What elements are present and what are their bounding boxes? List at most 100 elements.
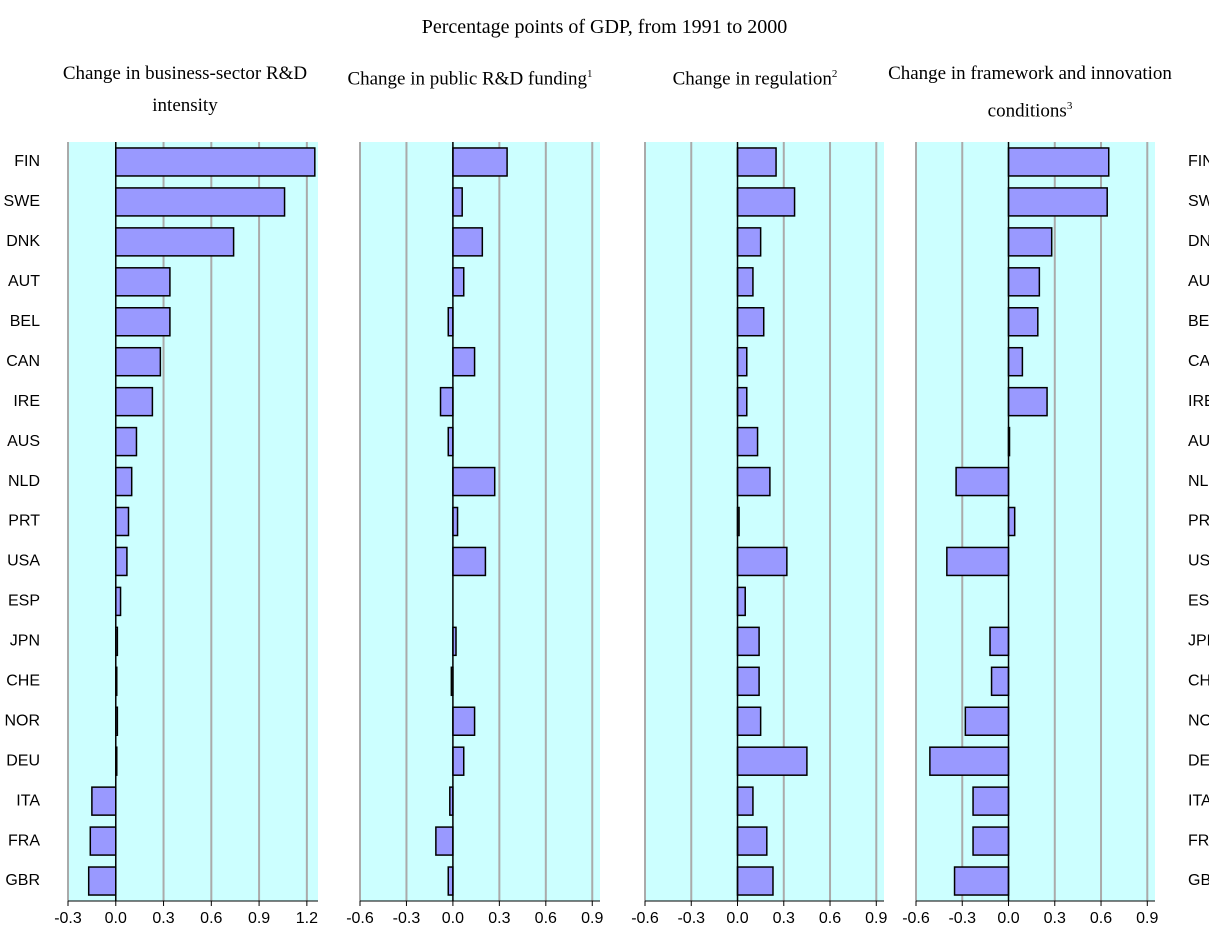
category-label: SWE — [1188, 193, 1209, 210]
bar — [736, 267, 754, 297]
bar — [1007, 307, 1039, 337]
category-label: GBR — [1188, 872, 1209, 889]
category-label: ESP — [1188, 593, 1209, 610]
category-label: CAN — [6, 353, 40, 370]
footnote-mark: 1 — [587, 68, 593, 80]
category-label: NOR — [1188, 712, 1209, 729]
category-label: AUT — [8, 273, 40, 290]
category-label: FIN — [14, 153, 40, 170]
panel-title-text: Change in framework and innovation condi… — [888, 63, 1172, 122]
panel-title: Change in business-sector R&D intensity — [60, 58, 310, 122]
footnote-mark: 3 — [1066, 100, 1073, 112]
bar — [736, 786, 754, 816]
bar — [955, 466, 1010, 497]
bar — [1007, 227, 1053, 257]
category-label: BEL — [10, 313, 40, 330]
bar — [115, 227, 235, 257]
bar — [736, 706, 762, 736]
bar — [736, 746, 808, 776]
bar — [115, 386, 154, 417]
category-label: PRT — [1188, 513, 1209, 530]
bar — [452, 466, 496, 497]
bar — [115, 147, 316, 177]
bar — [115, 466, 133, 497]
category-label: GBR — [5, 872, 40, 889]
bar — [964, 706, 1010, 736]
bar — [736, 426, 759, 457]
bar — [929, 746, 1010, 776]
category-label: DEU — [6, 752, 40, 769]
bar — [736, 466, 771, 497]
category-label: DNK — [6, 233, 40, 250]
category-label: AUT — [1188, 273, 1209, 290]
category-label: AUS — [1188, 433, 1209, 450]
x-tick-label: -0.6 — [631, 910, 659, 927]
bar — [452, 746, 465, 776]
bar — [736, 346, 748, 377]
bar — [736, 666, 760, 697]
bar — [1007, 267, 1041, 297]
category-label: PRT — [8, 513, 40, 530]
category-label: NOR — [4, 712, 40, 729]
bar — [736, 546, 788, 577]
category-label: ESP — [8, 593, 40, 610]
bar — [452, 267, 465, 297]
bar — [1007, 346, 1024, 377]
panel-title: Change in framework and innovation condi… — [885, 58, 1175, 127]
footnote-mark: 2 — [831, 68, 838, 80]
bar — [972, 826, 1010, 856]
bar — [452, 187, 463, 217]
panel-title: Change in public R&D funding1 — [345, 58, 595, 95]
bar — [953, 866, 1010, 896]
bar — [1007, 147, 1110, 177]
category-label: FIN — [1188, 153, 1209, 170]
category-label: IRE — [13, 393, 40, 410]
x-tick-label: -0.3 — [393, 910, 421, 927]
x-tick-label: 0.9 — [581, 910, 603, 927]
category-label: CHE — [6, 673, 40, 690]
category-label: USA — [1188, 553, 1209, 570]
bar — [452, 546, 487, 577]
x-tick-label: 0.0 — [997, 910, 1019, 927]
bar — [736, 586, 746, 617]
bar — [452, 706, 476, 736]
panel-title: Change in regulation2 — [630, 58, 880, 95]
bar — [990, 666, 1010, 697]
bar — [1007, 187, 1108, 217]
panel-title-text: Change in business-sector R&D intensity — [62, 63, 308, 116]
bar — [452, 147, 508, 177]
category-label: JPN — [1188, 633, 1209, 650]
x-tick-label: 0.9 — [1136, 910, 1158, 927]
bar — [736, 386, 748, 417]
x-tick-label: 0.3 — [152, 910, 174, 927]
bar — [736, 866, 774, 896]
category-label: SWE — [4, 193, 40, 210]
bar — [115, 307, 171, 337]
x-tick-label: 0.0 — [442, 910, 464, 927]
category-label: DEU — [1188, 752, 1209, 769]
category-label: AUS — [7, 433, 40, 450]
category-label: CHE — [1188, 673, 1209, 690]
bar — [115, 267, 171, 297]
x-tick-label: -0.3 — [54, 910, 82, 927]
category-label: CAN — [1188, 353, 1209, 370]
bar — [115, 346, 162, 377]
bar — [115, 546, 128, 577]
x-tick-label: 0.3 — [1044, 910, 1066, 927]
category-label: USA — [7, 553, 40, 570]
x-tick-label: 0.0 — [726, 910, 748, 927]
plot-area — [68, 142, 318, 901]
category-label: NLD — [1188, 473, 1209, 490]
category-label: FRA — [8, 832, 40, 849]
bar — [452, 346, 476, 377]
category-label: BEL — [1188, 313, 1209, 330]
x-tick-label: -0.6 — [902, 910, 930, 927]
bar — [89, 826, 117, 856]
x-tick-label: -0.3 — [948, 910, 976, 927]
bar — [946, 546, 1010, 577]
bar — [115, 187, 286, 217]
bar — [439, 386, 454, 417]
panel-title-text: Change in regulation — [672, 68, 832, 90]
